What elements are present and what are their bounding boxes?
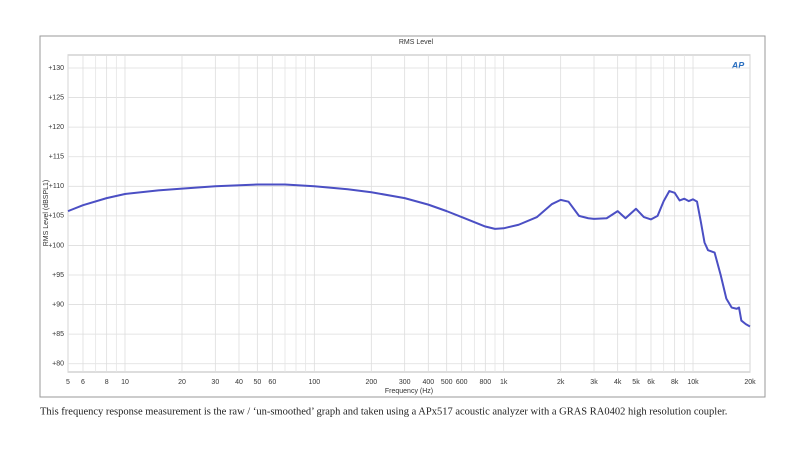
caption: This frequency response measurement is t…	[40, 406, 727, 417]
x-tick-label: 5	[66, 379, 70, 386]
y-tick-label: +125	[48, 94, 64, 101]
plot-area	[67, 54, 751, 373]
x-tick-label: 800	[479, 379, 491, 386]
x-tick-label: 400	[422, 379, 434, 386]
series-line	[67, 183, 751, 328]
y-tick-label: +130	[48, 65, 64, 72]
x-tick-label: 8	[105, 379, 109, 386]
y-tick-label: +110	[49, 183, 64, 190]
x-tick-label: 10	[121, 379, 129, 386]
y-tick-label: +85	[52, 331, 64, 338]
x-tick-label: 8k	[671, 379, 679, 386]
x-tick-label: 50	[253, 379, 261, 386]
y-tick-label: +105	[48, 213, 64, 220]
x-tick-label: 100	[308, 379, 320, 386]
y-tick-label: +90	[52, 301, 64, 308]
x-tick-label: 40	[235, 379, 243, 386]
x-tick-label: 500	[441, 379, 453, 386]
x-tick-label: 4k	[614, 379, 622, 386]
x-tick-label: 10k	[687, 379, 699, 386]
x-tick-label: 3k	[590, 379, 598, 386]
logo: AP	[731, 60, 745, 70]
y-tick-label: +100	[48, 242, 64, 249]
y-tick-label: +120	[48, 124, 64, 131]
x-tick-label: 300	[399, 379, 411, 386]
x-tick-label: 20k	[744, 379, 756, 386]
x-axis-label: Frequency (Hz)	[385, 388, 433, 395]
x-tick-label: 200	[365, 379, 377, 386]
x-tick-label: 6	[81, 379, 85, 386]
x-tick-label: 60	[268, 379, 276, 386]
x-tick-label: 20	[178, 379, 186, 386]
x-tick-label: 6k	[647, 379, 655, 386]
y-axis-label: RMS Level (dBSPL1)	[43, 180, 50, 247]
y-tick-label: +115	[49, 154, 64, 161]
x-tick-label: 600	[456, 379, 468, 386]
x-tick-label: 2k	[557, 379, 565, 386]
y-tick-label: +95	[52, 272, 64, 279]
x-tick-label: 30	[211, 379, 219, 386]
x-tick-label: 1k	[500, 379, 508, 386]
chart-title: RMS Level	[399, 39, 434, 46]
y-tick-label: +80	[52, 361, 64, 368]
x-tick-label: 5k	[632, 379, 640, 386]
